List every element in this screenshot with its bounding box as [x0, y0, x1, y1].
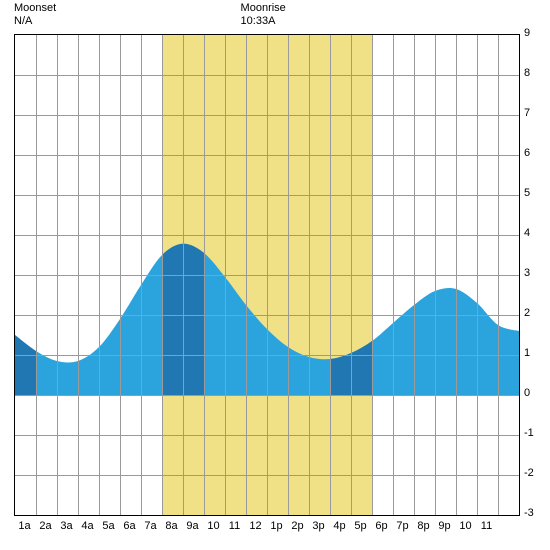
y-tick-label: -1: [524, 427, 534, 439]
x-tick-label: 11: [229, 520, 240, 532]
moonrise-label: Moonrise: [241, 2, 286, 15]
x-tick-label: 11: [481, 520, 492, 532]
x-tick-label: 1p: [270, 520, 282, 532]
moonrise-value: 10:33A: [241, 15, 286, 28]
moonrise-block: Moonrise 10:33A: [241, 2, 286, 28]
moonset-label: Moonset: [14, 2, 56, 15]
x-tick-label: 7a: [144, 520, 156, 532]
y-tick-label: 9: [524, 27, 530, 39]
y-tick-label: -3: [524, 507, 534, 519]
x-tick-label: 3p: [312, 520, 324, 532]
x-tick-label: 3a: [60, 520, 72, 532]
y-tick-label: 7: [524, 107, 530, 119]
moonset-block: Moonset N/A: [14, 2, 56, 28]
plot-area: [14, 34, 520, 516]
x-tick-label: 2p: [291, 520, 303, 532]
x-tick-label: 5a: [102, 520, 114, 532]
moonset-value: N/A: [14, 15, 56, 28]
x-tick-label: 6a: [123, 520, 135, 532]
y-tick-label: -2: [524, 467, 534, 479]
x-tick-label: 4p: [333, 520, 345, 532]
x-tick-label: 10: [459, 520, 471, 532]
x-tick-label: 9a: [186, 520, 198, 532]
x-tick-label: 8a: [165, 520, 177, 532]
x-tick-label: 5p: [354, 520, 366, 532]
y-tick-label: 6: [524, 147, 530, 159]
x-tick-label: 7p: [396, 520, 408, 532]
x-tick-label: 10: [207, 520, 219, 532]
y-tick-label: 8: [524, 67, 530, 79]
x-tick-label: 4a: [81, 520, 93, 532]
tide-chart: Moonset N/A Moonrise 10:33A -3-2-1012345…: [0, 0, 550, 550]
x-tick-label: 12: [249, 520, 261, 532]
y-tick-label: 5: [524, 187, 530, 199]
x-tick-label: 9p: [438, 520, 450, 532]
y-tick-label: 2: [524, 307, 530, 319]
x-tick-label: 2a: [39, 520, 51, 532]
y-tick-label: 4: [524, 227, 530, 239]
y-tick-label: 1: [524, 347, 530, 359]
y-tick-label: 3: [524, 267, 530, 279]
x-tick-label: 8p: [417, 520, 429, 532]
y-tick-label: 0: [524, 387, 530, 399]
x-tick-label: 1a: [18, 520, 30, 532]
x-tick-label: 6p: [375, 520, 387, 532]
